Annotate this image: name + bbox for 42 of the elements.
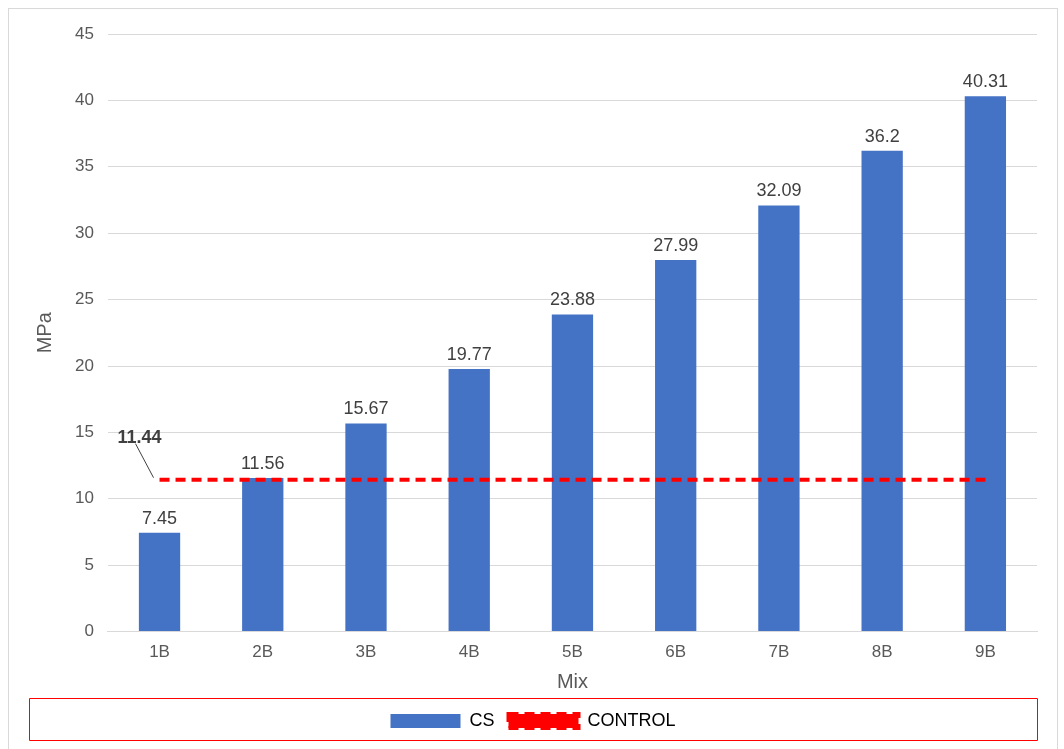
bar: [964, 96, 1007, 632]
y-tick-label: 45: [74, 23, 94, 43]
bar: [551, 314, 594, 632]
x-tick-label: 5B: [562, 642, 583, 662]
legend-label: CS: [469, 709, 495, 730]
bar: [242, 478, 284, 632]
x-axis-title: Mix: [556, 669, 589, 692]
y-tick-label: 0: [84, 621, 94, 641]
y-tick-label: 10: [74, 488, 94, 508]
bar: [861, 150, 903, 632]
x-tick-label: 9B: [974, 642, 996, 662]
data-label: 11.56: [240, 453, 285, 474]
x-tick-label: 2B: [252, 642, 274, 662]
x-tick-label: 6B: [665, 642, 687, 662]
bar: [345, 423, 387, 632]
x-tick-label: 4B: [458, 642, 480, 662]
y-axis-title: MPa: [32, 311, 55, 354]
data-label: 40.31: [962, 71, 1008, 92]
data-label: 15.67: [343, 398, 389, 419]
x-tick-label: 7B: [768, 642, 790, 662]
y-tick-label: 20: [74, 355, 94, 375]
data-label: 11.44: [117, 426, 162, 447]
x-tick-label: 8B: [871, 642, 893, 662]
data-label: 36.2: [864, 125, 900, 146]
y-tick-label: 15: [74, 422, 94, 442]
x-tick-label: 3B: [355, 642, 377, 662]
bar: [138, 532, 181, 632]
data-label: 23.88: [549, 289, 595, 310]
y-tick-label: 30: [74, 222, 94, 242]
y-tick-label: 5: [84, 554, 94, 574]
x-tick-label: 1B: [149, 642, 170, 662]
bar: [655, 259, 697, 632]
y-tick-label: 40: [74, 90, 94, 110]
data-label: 32.09: [756, 180, 802, 201]
bar: [758, 205, 800, 632]
legend-label: CONTROL: [587, 709, 676, 730]
y-tick-label: 25: [74, 289, 94, 309]
bar: [448, 369, 490, 632]
data-label: 27.99: [653, 234, 699, 255]
data-label: 7.45: [142, 507, 178, 528]
y-tick-label: 35: [74, 156, 94, 176]
data-label: 19.77: [446, 344, 492, 365]
